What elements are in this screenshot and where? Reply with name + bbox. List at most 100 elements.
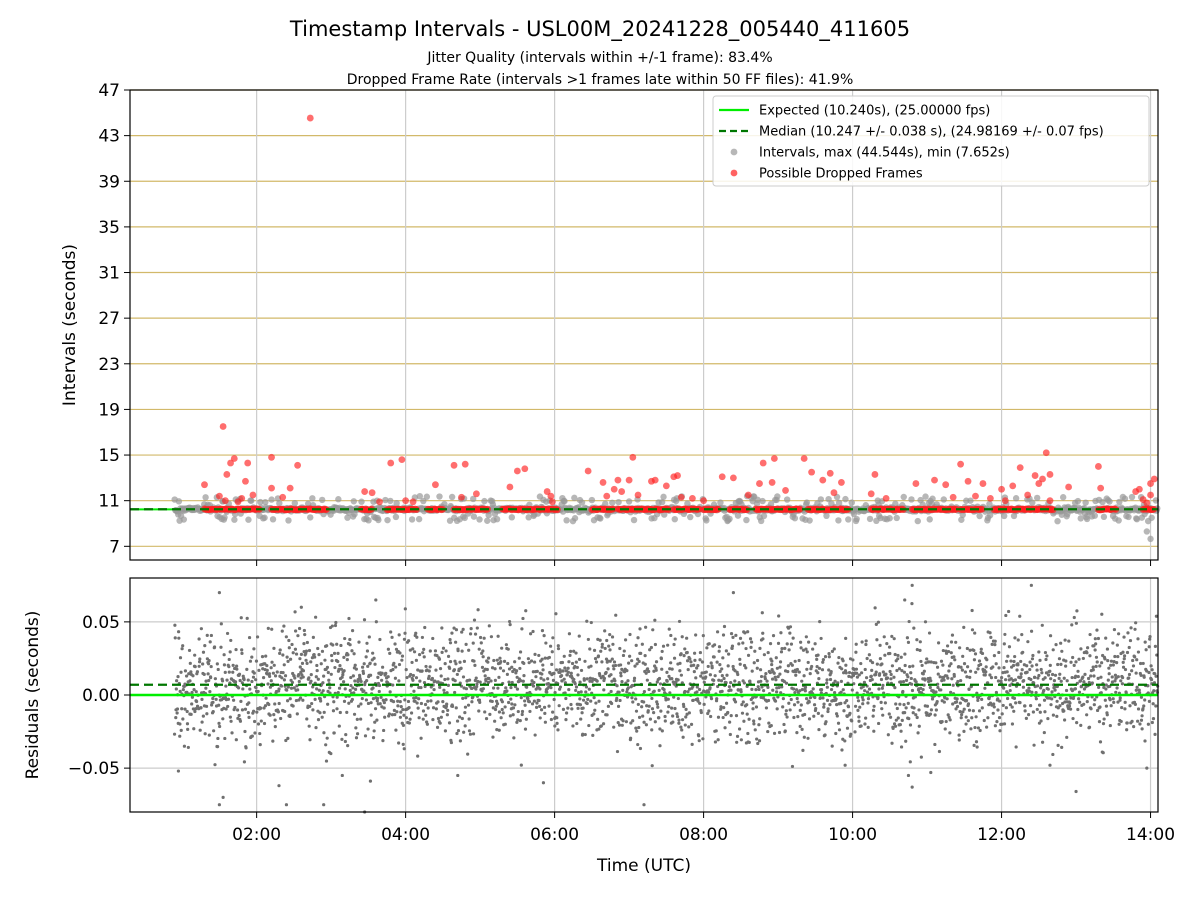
- residual-point: [283, 710, 286, 713]
- residual-point: [177, 637, 180, 640]
- residual-point: [325, 644, 328, 647]
- residual-point: [916, 731, 919, 734]
- residual-point: [1098, 720, 1101, 723]
- residual-point: [634, 697, 637, 700]
- interval-point: [1013, 495, 1019, 501]
- residual-point: [1013, 655, 1016, 658]
- residual-point: [923, 678, 926, 681]
- residual-point: [254, 686, 257, 689]
- residual-point: [912, 626, 915, 629]
- residual-point: [1063, 677, 1066, 680]
- residual-point: [331, 624, 334, 627]
- interval-point: [967, 497, 973, 503]
- residual-point: [280, 684, 283, 687]
- residual-point: [498, 710, 501, 713]
- residual-point: [207, 662, 210, 665]
- residual-point: [217, 722, 220, 725]
- residual-point: [781, 705, 784, 708]
- residual-point: [182, 688, 185, 691]
- residual-point: [767, 699, 770, 702]
- residual-point: [559, 685, 562, 688]
- residual-point: [989, 636, 992, 639]
- residual-point: [1104, 637, 1107, 640]
- interval-point: [563, 517, 569, 523]
- residual-point: [734, 700, 737, 703]
- residual-point: [333, 652, 336, 655]
- bottom-xtick-label: 04:00: [381, 825, 430, 845]
- residual-point: [454, 679, 457, 682]
- residual-point: [1043, 731, 1046, 734]
- residual-point: [652, 711, 655, 714]
- interval-point: [484, 518, 490, 524]
- residual-point: [355, 668, 358, 671]
- dropped-frame-point: [674, 472, 681, 479]
- residual-point: [394, 677, 397, 680]
- residual-point: [252, 647, 255, 650]
- residual-point: [365, 698, 368, 701]
- residual-point: [821, 714, 824, 717]
- residual-point: [777, 642, 780, 645]
- residual-point: [366, 727, 369, 730]
- residual-point: [212, 729, 215, 732]
- interval-point: [309, 495, 315, 501]
- residual-point: [783, 647, 786, 650]
- residual-point: [930, 708, 933, 711]
- interval-point: [393, 514, 399, 520]
- interval-point: [659, 499, 665, 505]
- residual-point: [1077, 697, 1080, 700]
- residual-point: [675, 712, 678, 715]
- residual-point: [483, 637, 486, 640]
- interval-point: [384, 517, 390, 523]
- residual-point: [1078, 701, 1081, 704]
- residual-point: [346, 744, 349, 747]
- residual-point: [943, 700, 946, 703]
- residual-point: [806, 737, 809, 740]
- residual-point: [1081, 676, 1084, 679]
- residual-point: [918, 649, 921, 652]
- residual-point: [1054, 643, 1057, 646]
- residual-point: [498, 657, 501, 660]
- dropped-frame-point: [730, 474, 737, 481]
- residual-point: [421, 651, 424, 654]
- residual-point: [439, 722, 442, 725]
- residual-point: [359, 702, 362, 705]
- residual-point: [865, 639, 868, 642]
- residual-point: [950, 651, 953, 654]
- residual-point: [690, 723, 693, 726]
- residual-point: [462, 731, 465, 734]
- residual-point: [994, 640, 997, 643]
- residual-point: [398, 651, 401, 654]
- residual-point: [1014, 678, 1017, 681]
- residual-point: [506, 673, 509, 676]
- residual-point: [371, 652, 374, 655]
- residual-point: [1062, 709, 1065, 712]
- residual-point: [981, 652, 984, 655]
- residual-point: [337, 691, 340, 694]
- residual-point: [467, 704, 470, 707]
- residual-point: [381, 666, 384, 669]
- residual-point: [308, 649, 311, 652]
- residual-point: [714, 740, 717, 743]
- residual-point: [647, 670, 650, 673]
- residual-point: [588, 688, 591, 691]
- residual-point: [438, 658, 441, 661]
- residual-point: [294, 629, 297, 632]
- residual-point: [314, 616, 317, 619]
- residual-point: [1067, 639, 1070, 642]
- interval-point: [842, 496, 848, 502]
- residual-point: [308, 738, 311, 741]
- residual-point: [424, 703, 427, 706]
- interval-point: [1054, 518, 1060, 524]
- residual-point: [241, 687, 244, 690]
- residual-point: [535, 706, 538, 709]
- dropped-frame-point: [432, 481, 439, 488]
- residual-point: [742, 700, 745, 703]
- residual-point: [1005, 706, 1008, 709]
- residual-point: [587, 724, 590, 727]
- residual-point: [674, 637, 677, 640]
- residual-point: [772, 634, 775, 637]
- residual-point: [264, 704, 267, 707]
- residual-point: [295, 652, 298, 655]
- residual-point: [1012, 664, 1015, 667]
- residual-point: [530, 659, 533, 662]
